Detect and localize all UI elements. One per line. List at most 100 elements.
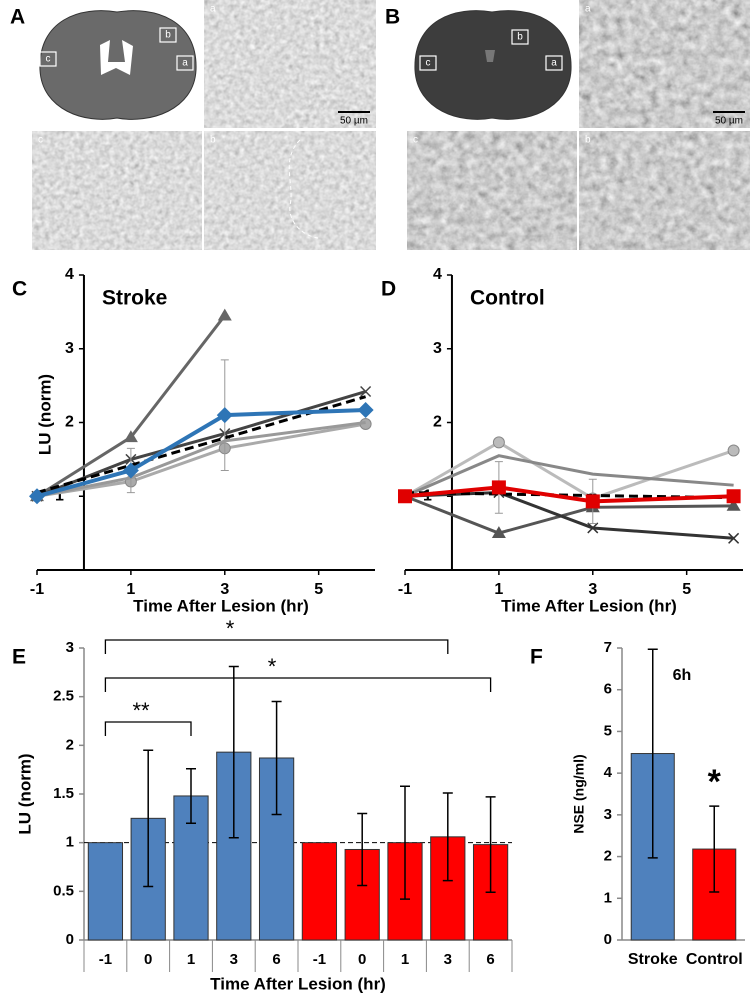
x-tick-label: 3 [220, 581, 229, 598]
error-bar [357, 812, 368, 887]
y-axis-label: NSE (ng/ml) [571, 754, 587, 833]
y-tick-label: 1 [55, 487, 64, 504]
marker [728, 532, 740, 544]
x-tick-label: 3 [588, 581, 597, 598]
chart-title: Stroke [102, 287, 167, 310]
y-tick-label: 7 [604, 639, 612, 656]
brain-section [414, 10, 572, 120]
y-axis-label: LU (norm) [35, 374, 54, 455]
series-line [36, 421, 366, 498]
x-tick-label: 1 [187, 951, 195, 968]
panel-label: D [381, 278, 396, 301]
x-axis-label: Time After Lesion (hr) [133, 596, 309, 615]
significance-bracket [104, 639, 449, 654]
micrograph [32, 131, 202, 250]
marker [398, 489, 412, 504]
x-tick-label: 1 [126, 581, 135, 598]
significance-bracket [104, 677, 492, 692]
x-tick-label: -1 [30, 581, 44, 598]
error-bar [400, 785, 410, 900]
y-tick-label: 0 [66, 931, 74, 948]
x-tick-label: 1 [494, 581, 503, 598]
inset-label: b [585, 135, 591, 146]
y-tick-label: 3 [66, 639, 74, 656]
ventricle [100, 40, 133, 75]
y-tick-label: 1 [604, 889, 612, 906]
significance-label: * [226, 616, 235, 641]
inset-label: b [210, 135, 216, 146]
inset-label: a [585, 4, 591, 15]
error-bar [228, 665, 239, 839]
series-line [404, 454, 734, 498]
inset-label: c [413, 135, 418, 146]
x-tick-label: 0 [358, 951, 366, 968]
significance-label: ** [132, 698, 150, 723]
x-tick-label: -1 [99, 951, 112, 968]
y-tick-label: 6 [604, 681, 612, 698]
region-label: c [426, 58, 431, 69]
region-label: a [182, 58, 188, 69]
region-label: c [46, 54, 51, 65]
x-tick-label: 6 [272, 951, 280, 968]
inset-label: a [210, 4, 216, 15]
inset-label: c [38, 135, 43, 146]
error-bar [647, 648, 658, 859]
x-axis-label: Time After Lesion (hr) [210, 974, 386, 993]
y-tick-label: 2 [604, 848, 612, 865]
region-label: b [165, 30, 171, 41]
marker [217, 308, 232, 321]
marker [587, 522, 599, 534]
scale-bar-label: 50 µm [340, 116, 368, 127]
micrograph [204, 0, 376, 128]
x-axis-label: Time After Lesion (hr) [501, 596, 677, 615]
marker [216, 407, 233, 424]
region-box [39, 51, 57, 67]
y-tick-label: 5 [604, 722, 612, 739]
x-tick-label: 6 [486, 951, 494, 968]
y-tick-label: 4 [433, 266, 442, 283]
y-tick-label: 0 [604, 931, 612, 948]
panel-label: B [385, 6, 400, 29]
micrograph [407, 131, 577, 250]
chart-title: 6h [673, 667, 692, 684]
region-label: a [551, 58, 557, 69]
series-line [36, 407, 366, 499]
ventricle [485, 50, 495, 62]
x-tick-label: Control [686, 951, 743, 968]
marker [726, 489, 741, 504]
trend-line [36, 395, 367, 495]
micrograph [579, 131, 750, 250]
panel-label: E [12, 646, 26, 669]
panel-label: A [10, 6, 25, 29]
marker [585, 494, 600, 509]
y-tick-label: 1 [66, 834, 74, 851]
x-tick-label: 5 [314, 581, 323, 598]
marker [492, 436, 505, 449]
annotation: * [708, 763, 722, 801]
marker [123, 430, 138, 443]
series-line [404, 494, 734, 535]
x-tick-label: 3 [230, 951, 238, 968]
error-bar [186, 767, 196, 824]
panel-label: F [530, 646, 543, 669]
series-line [36, 422, 366, 498]
bar [87, 842, 124, 941]
error-bar [485, 796, 496, 894]
marker [726, 498, 741, 511]
chart-title: Control [470, 287, 545, 310]
error-bar [442, 792, 453, 882]
marker [357, 401, 374, 418]
bar [301, 842, 338, 941]
y-tick-label: 2 [65, 414, 74, 431]
error-bar [143, 749, 154, 888]
significance-bracket [104, 721, 192, 736]
y-tick-label: 3 [433, 340, 442, 357]
y-tick-label: 3 [65, 340, 74, 357]
x-tick-label: 0 [144, 951, 152, 968]
region-box [176, 55, 194, 71]
x-tick-label: -1 [398, 581, 412, 598]
y-tick-label: 4 [604, 764, 613, 781]
region-box [159, 27, 177, 43]
marker [491, 480, 506, 495]
